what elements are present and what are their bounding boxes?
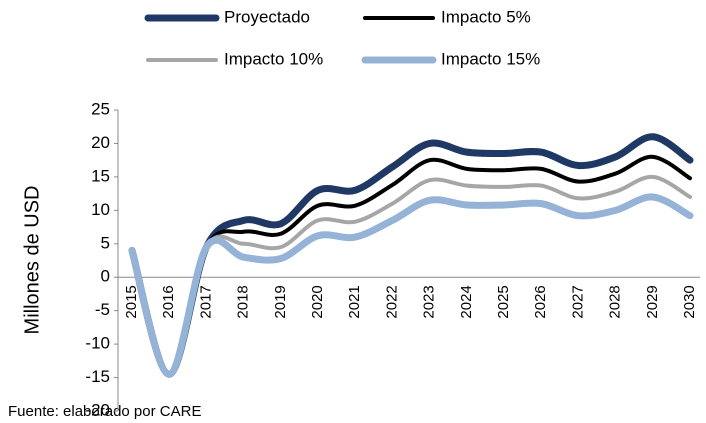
- y-tick-label: 0: [101, 267, 110, 286]
- x-tick-label: 2027: [569, 285, 586, 318]
- legend-label: Impacto 10%: [224, 49, 323, 68]
- y-tick-label: -15: [85, 367, 110, 386]
- y-tick-label: -20: [85, 400, 110, 419]
- legend-label: Impacto 15%: [441, 49, 540, 68]
- x-tick-label: 2024: [458, 285, 475, 318]
- x-tick-label: 2022: [383, 285, 400, 318]
- x-tick-label: 2023: [421, 285, 438, 318]
- legend-label: Impacto 5%: [441, 7, 531, 26]
- y-tick-label: 20: [91, 133, 110, 152]
- x-tick-label: 2030: [681, 285, 698, 318]
- source-note: Fuente: elaborado por CARE: [8, 403, 201, 420]
- x-tick-label: 2018: [235, 285, 252, 318]
- y-tick-label: 25: [91, 99, 110, 118]
- x-tick-label: 2021: [346, 285, 363, 318]
- line-series: [128, 193, 694, 378]
- y-tick-label: 15: [91, 166, 110, 185]
- x-tick-label: 2017: [197, 285, 214, 318]
- x-tick-label: 2019: [272, 285, 289, 318]
- x-tick-label: 2016: [160, 285, 177, 318]
- y-tick-label: 5: [101, 233, 110, 252]
- y-tick-label: -10: [85, 334, 110, 353]
- x-tick-label: 2020: [309, 285, 326, 318]
- x-tick-label: 2028: [607, 285, 624, 318]
- legend-label: Proyectado: [224, 7, 310, 26]
- x-tick-label: 2026: [532, 285, 549, 318]
- x-tick-label: 2015: [123, 285, 140, 318]
- y-tick-label: 10: [91, 200, 110, 219]
- y-axis-label: Millones de USD: [21, 186, 43, 335]
- x-tick-label: 2025: [495, 285, 512, 318]
- x-tick-label: 2029: [644, 285, 661, 318]
- y-tick-label: -5: [95, 300, 110, 319]
